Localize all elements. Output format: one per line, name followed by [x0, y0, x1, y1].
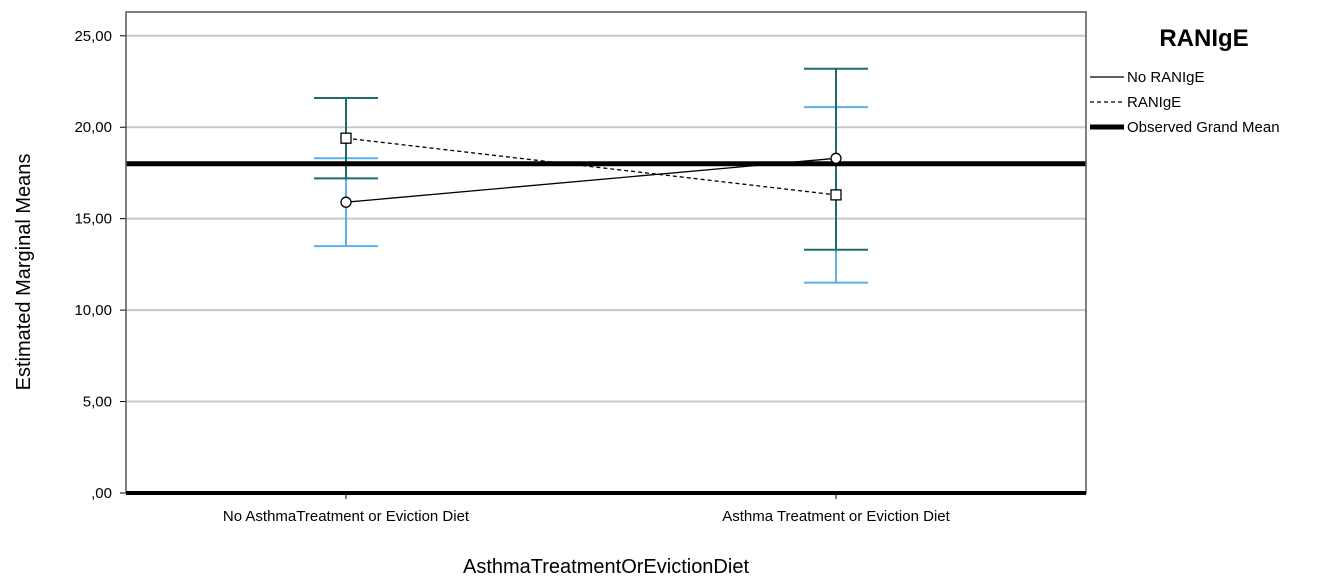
- error-bars: [314, 67, 868, 284]
- series-line-ranige: [345, 137, 837, 196]
- x-axis-title: AsthmaTreatmentOrEvictionDiet: [463, 556, 749, 578]
- x-tick-label-0: No AsthmaTreatment or Eviction Diet: [223, 508, 470, 525]
- x-axis-ticks: No AsthmaTreatment or Eviction Diet Asthm…: [223, 493, 951, 525]
- series-lines: [345, 137, 837, 203]
- y-tick-label-5: 25,00: [74, 28, 112, 45]
- x-tick-label-1: Asthma Treatment or Eviction Diet: [722, 508, 950, 525]
- point-ranige-1: [830, 189, 842, 201]
- plot-frame: [125, 11, 1087, 495]
- y-tick-label-2: 10,00: [74, 302, 112, 319]
- legend-item-no-ranige: No RANIgE: [1090, 69, 1205, 86]
- legend: RANIgE No RANIgE RANIgE Observed Grand Mea…: [1090, 25, 1280, 136]
- legend-label: No RANIgE: [1127, 69, 1205, 86]
- point-ranige-0: [340, 132, 352, 144]
- y-axis-ticks: ,00 5,00 10,00 15,00 20,00 25,00: [74, 28, 126, 502]
- legend-item-observed-grand-mean: Observed Grand Mean: [1090, 119, 1280, 136]
- y-tick-label-3: 15,00: [74, 211, 112, 228]
- y-tick-label-1: 5,00: [83, 394, 112, 411]
- legend-label: RANIgE: [1127, 94, 1181, 111]
- plot-border: [125, 11, 1087, 494]
- y-tick-label-0: ,00: [91, 485, 112, 502]
- legend-title: RANIgE: [1159, 25, 1248, 52]
- legend-label: Observed Grand Mean: [1127, 119, 1280, 136]
- y-axis-title: Estimated Marginal Means: [13, 154, 35, 391]
- grid-lines: [126, 34, 1086, 403]
- point-no-ranige-1: [830, 152, 842, 164]
- series-markers: [340, 132, 842, 208]
- legend-item-ranige: RANIgE: [1090, 94, 1181, 111]
- y-tick-label-4: 20,00: [74, 119, 112, 136]
- point-no-ranige-0: [340, 196, 352, 208]
